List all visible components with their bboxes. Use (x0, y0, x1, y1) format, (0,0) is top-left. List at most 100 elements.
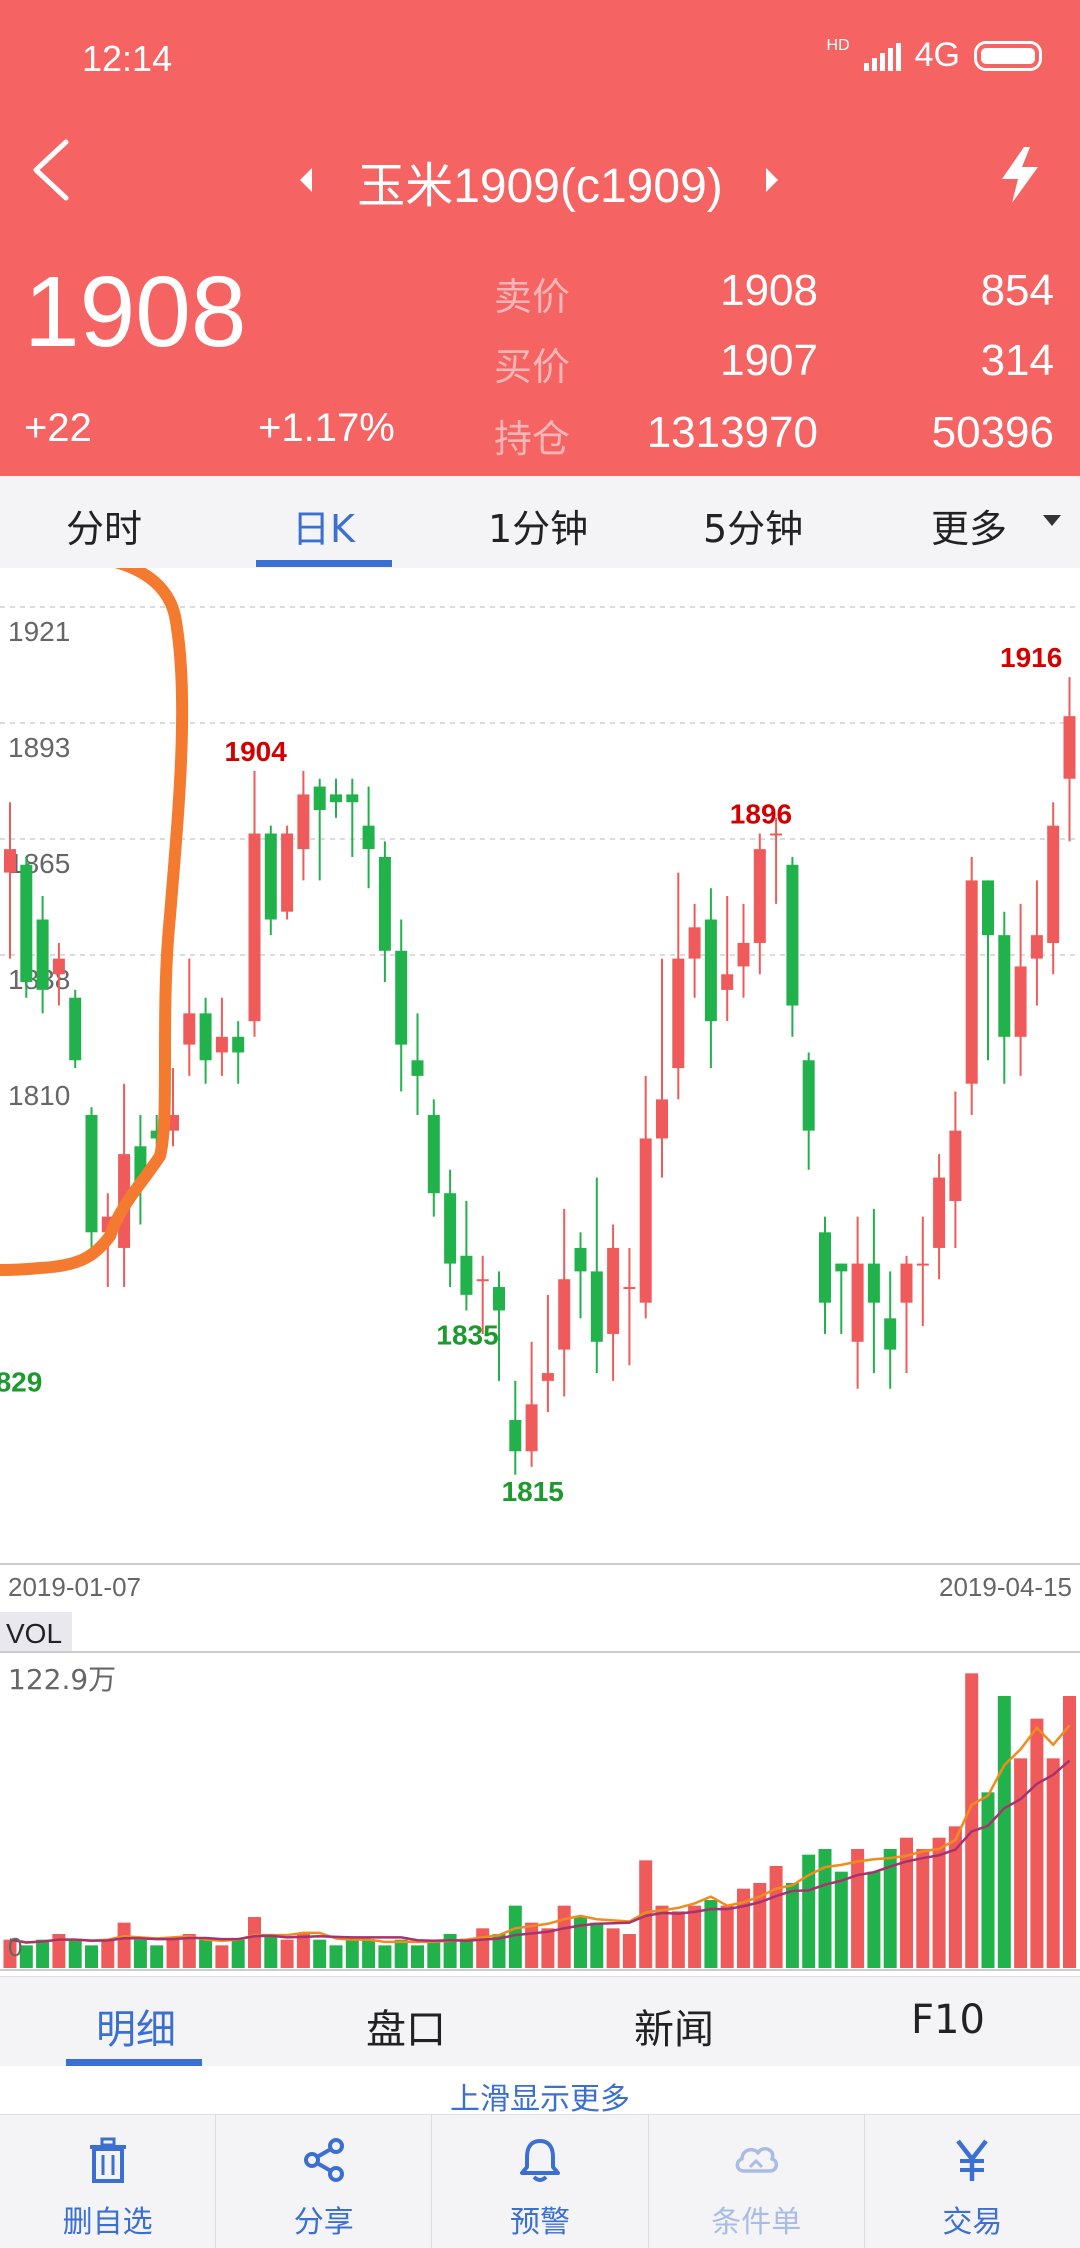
remove-watchlist-button[interactable]: 删自选 (0, 2115, 217, 2248)
candle-body (1063, 716, 1076, 779)
quote-price: 1907 (720, 336, 818, 385)
volume-bar (231, 1939, 245, 1968)
period-tabs: 分时 日K 1分钟 5分钟 更多 (0, 476, 1080, 568)
candle-body (313, 786, 326, 811)
candle-body (52, 958, 65, 975)
candle-body (20, 864, 33, 983)
candle-body (378, 856, 391, 951)
candle-body (411, 1060, 424, 1076)
volume-bar (378, 1945, 392, 1968)
candle-body (607, 1247, 620, 1334)
candle-body (590, 1271, 603, 1342)
price-change: +22 (24, 406, 92, 450)
candle-body (493, 1287, 505, 1311)
tab-intraday[interactable]: 分时 (66, 507, 143, 551)
volume-bar (769, 1866, 783, 1968)
candle-body (281, 833, 294, 912)
quote-label: 持仓 (494, 419, 571, 461)
conditional-order-button[interactable]: 条件单 (649, 2115, 865, 2248)
volume-ma-line (9, 1759, 1071, 1944)
candle-body (884, 1318, 897, 1350)
volume-bar (345, 1939, 359, 1968)
volume-bar (867, 1871, 881, 1968)
price-annotation: 1815 (502, 1476, 564, 1507)
candle-body (558, 1279, 571, 1350)
candle-body (998, 935, 1011, 1037)
quote-header: 12:14 HD 4G 玉米1909(c1909) 1908 +22 +1.17… (0, 0, 1080, 476)
volume-bar (3, 1939, 17, 1968)
volume-bar (834, 1871, 848, 1968)
candle-body (248, 833, 261, 1022)
volume-bar (296, 1934, 310, 1968)
volume-bar (329, 1945, 343, 1968)
volume-bar (52, 1934, 66, 1968)
quote-volume: 50396 (931, 408, 1054, 457)
quote-row-bid: 买价 1907 314 (494, 336, 1054, 396)
tab-news[interactable]: 新闻 (634, 2007, 714, 2053)
volume-bar (459, 1939, 473, 1968)
chevron-down-icon[interactable] (1043, 515, 1061, 526)
prev-contract-icon[interactable] (300, 168, 312, 192)
tab-1min[interactable]: 1分钟 (488, 507, 589, 551)
hd-indicator: HD (826, 36, 850, 54)
cloud-icon (735, 2147, 779, 2173)
volume-zero-label: 0 (8, 1932, 23, 1962)
price-annotation: 1904 (225, 736, 288, 767)
price-annotation: 1829 (0, 1366, 42, 1397)
volume-indicator-tag[interactable]: VOL (0, 1612, 72, 1652)
yen-icon (956, 2139, 989, 2181)
bell-icon (520, 2139, 560, 2182)
volume-bar (508, 1905, 522, 1968)
last-price: 1908 (24, 256, 247, 368)
tab-f10[interactable]: F10 (911, 1997, 985, 2043)
candle-body (297, 794, 310, 850)
candle-body (949, 1130, 962, 1202)
x-axis-start-date: 2019-01-07 (8, 1572, 141, 1602)
candle-body (574, 1247, 587, 1272)
toolbar-label: 预警 (510, 2205, 570, 2240)
candle-body (69, 997, 82, 1061)
swipe-up-hint[interactable]: 上滑显示更多 (0, 2066, 1080, 2117)
volume-bar (525, 1922, 539, 1968)
trade-button[interactable]: 交易 (865, 2115, 1080, 2248)
candlestick-chart[interactable]: 1921189318651838181019041896191618351815… (0, 568, 1080, 1568)
volume-bar (932, 1837, 946, 1968)
candle-body (85, 1115, 98, 1233)
candle-body (656, 1099, 668, 1139)
tab-details[interactable]: 明细 (96, 2007, 176, 2053)
volume-chart[interactable] (0, 1648, 1080, 1974)
next-contract-icon[interactable] (766, 168, 778, 192)
tab-5min[interactable]: 5分钟 (703, 507, 804, 551)
volume-bar (492, 1934, 506, 1968)
candle-body (525, 1404, 538, 1452)
tab-order-book[interactable]: 盘口 (366, 2007, 446, 2053)
volume-bar (19, 1945, 33, 1968)
network-type: 4G (914, 36, 960, 74)
candle-body (1030, 935, 1043, 959)
volume-bar (427, 1939, 441, 1968)
volume-bar (965, 1673, 979, 1968)
price-annotation: 1835 (436, 1320, 498, 1351)
candle-body (1047, 825, 1060, 943)
volume-bar (802, 1854, 816, 1968)
share-button[interactable]: 分享 (216, 2115, 433, 2248)
volume-bar (639, 1860, 653, 1968)
candle-body (802, 1060, 815, 1131)
volume-bar (737, 1888, 750, 1968)
back-arrow-icon[interactable] (22, 130, 82, 210)
lightning-icon[interactable] (998, 145, 1042, 205)
candle-body (362, 825, 375, 850)
tab-daily-k[interactable]: 日K (292, 507, 355, 551)
volume-bar (818, 1849, 832, 1968)
signal-icon (863, 41, 901, 71)
active-tab-indicator (66, 2059, 202, 2066)
candle-body (916, 1263, 929, 1266)
volume-bar (655, 1905, 669, 1968)
volume-bar (264, 1934, 278, 1968)
volume-bar (606, 1928, 620, 1968)
candle-body (753, 849, 766, 943)
battery-icon (974, 40, 1042, 71)
volume-bar (362, 1939, 376, 1968)
alert-button[interactable]: 预警 (432, 2115, 649, 2248)
tab-more[interactable]: 更多 (931, 507, 1008, 551)
